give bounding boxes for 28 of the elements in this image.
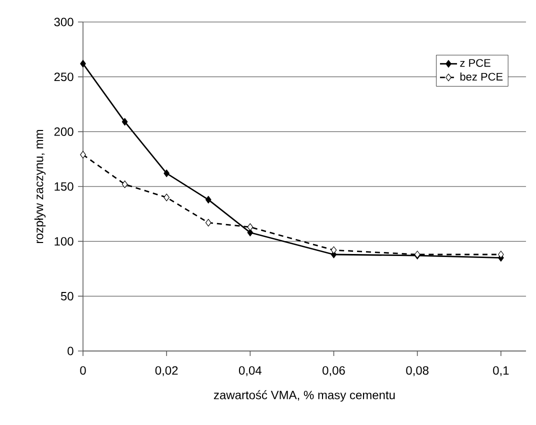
y-tick-label: 100 [54,237,74,246]
legend-label: bez PCE [460,72,503,81]
x-tick-label: 0 [80,366,86,375]
point [330,246,337,254]
point [122,118,128,126]
y-tick-label: 50 [60,292,74,300]
x-tick-label: 0,08 [406,366,429,376]
x-tick-label: 0,1 [493,366,509,376]
x-tick-label: 0,04 [238,366,262,376]
point [80,60,86,68]
x-tick-label: 0,06 [322,366,345,376]
point [80,150,86,158]
point [205,196,212,204]
point [122,180,128,188]
legend-label: z PCE [460,59,490,67]
point [247,223,254,231]
x-axis-title: zawartość VMA, % masy cementu [214,390,395,402]
point [164,170,170,178]
y-tick-label: 150 [54,182,74,191]
point [164,194,170,202]
y-axis-title: rozpływ zaczynu, mm [34,130,46,244]
y-tick-label: 200 [54,127,74,136]
y-tick-label: 0 [68,346,74,356]
point [205,218,212,226]
y-tick-label: 300 [54,18,74,26]
x-tick-label: 0,02 [155,366,178,376]
y-tick-label: 250 [54,72,74,82]
point [498,250,504,258]
